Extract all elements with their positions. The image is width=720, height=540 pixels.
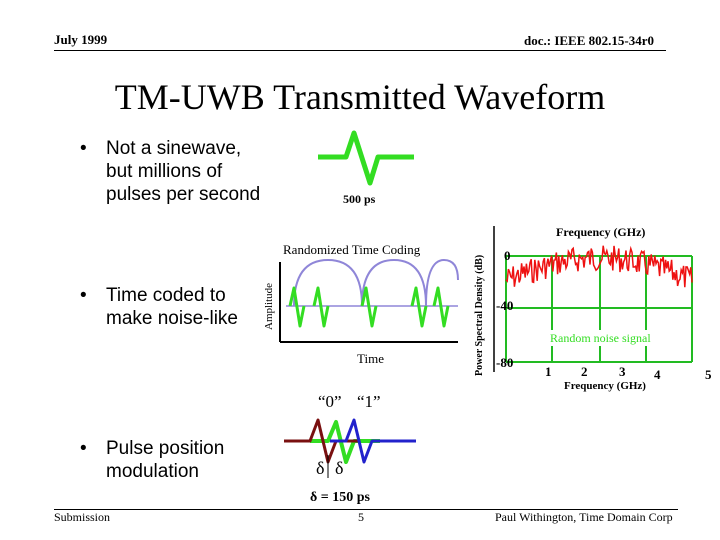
coding-frame-arcs: [293, 258, 459, 307]
ppm-label-zero: “0”: [318, 392, 342, 411]
ppm-figure: [284, 418, 416, 478]
bullet-sinewave-text: Not a sinewave, but millions of pulses p…: [106, 138, 261, 205]
ppm-label-one: “1”: [357, 392, 381, 411]
coding-pulse: [312, 286, 330, 328]
spectrum-top-label: Frequency (GHz): [556, 225, 646, 239]
bullet-sinewave: • Not a sinewave, but millions of pulses…: [80, 137, 320, 212]
bullet-ppm-text: Pulse position modulation: [106, 438, 225, 482]
coding-pulses: [288, 286, 450, 328]
spectrum-ytick-0: 0: [504, 248, 511, 263]
header-doc-id: doc.: IEEE 802.15-34r0: [524, 33, 654, 48]
spectrum-ylabel: Power Spectral Density (dB): [474, 255, 485, 376]
header-date: July 1999: [54, 32, 108, 47]
spectrum-figure: Power Spectral Density (dB) 0 -40 -80 Ra…: [474, 226, 712, 392]
footer-author: Paul Withington, Time Domain Corp: [495, 510, 673, 524]
footer-submission: Submission: [54, 510, 111, 524]
ppm-waveform-one: [330, 418, 416, 464]
ppm-delta-equation: δ = 150 ps: [310, 490, 370, 505]
bullet-time-coded-text: Time coded to make noise-like: [106, 285, 238, 329]
spectrum-xtick-5: 5: [705, 367, 712, 382]
bullet-ppm: • Pulse position modulation: [80, 437, 280, 487]
spectrum-xtick-4: 4: [654, 367, 661, 382]
bullet-dot: •: [80, 285, 87, 306]
coding-xlabel: Time: [357, 351, 384, 366]
spectrum-noise-trace: [505, 245, 693, 288]
spectrum-annotation: Random noise signal: [550, 331, 651, 345]
header-rule: [54, 50, 666, 51]
bullet-time-coded: • Time coded to make noise-like: [80, 284, 280, 334]
ppm-delta-right: δ: [335, 458, 344, 478]
pulse-figure: [318, 130, 414, 186]
spectrum-xlabel: Frequency (GHz): [564, 380, 646, 392]
coding-figure: Amplitude: [263, 258, 459, 343]
coding-title: Randomized Time Coding: [283, 242, 421, 257]
spectrum-xtick-3: 3: [619, 364, 626, 379]
spectrum-ytick-80: -80: [496, 355, 513, 370]
pulse-duration-label: 500 ps: [343, 192, 376, 206]
ppm-delta-left: δ: [316, 458, 325, 478]
footer-rule: [54, 509, 678, 510]
spectrum-xtick-1: 1: [545, 364, 552, 379]
coding-pulse: [432, 286, 450, 328]
bullet-dot: •: [80, 138, 87, 159]
slide-title: TM-UWB Transmitted Waveform: [114, 77, 606, 117]
pulse-waveform: [318, 130, 414, 186]
spectrum-annotation-bg: [546, 330, 660, 346]
footer-page-number: 5: [358, 510, 364, 524]
spectrum-xtick-2: 2: [581, 364, 588, 379]
spectrum-ytick-40: -40: [496, 298, 513, 313]
coding-pulse: [410, 286, 428, 328]
coding-pulse: [360, 286, 378, 328]
bullet-dot: •: [80, 438, 87, 459]
coding-ylabel: Amplitude: [263, 283, 275, 330]
coding-pulse: [288, 286, 306, 328]
